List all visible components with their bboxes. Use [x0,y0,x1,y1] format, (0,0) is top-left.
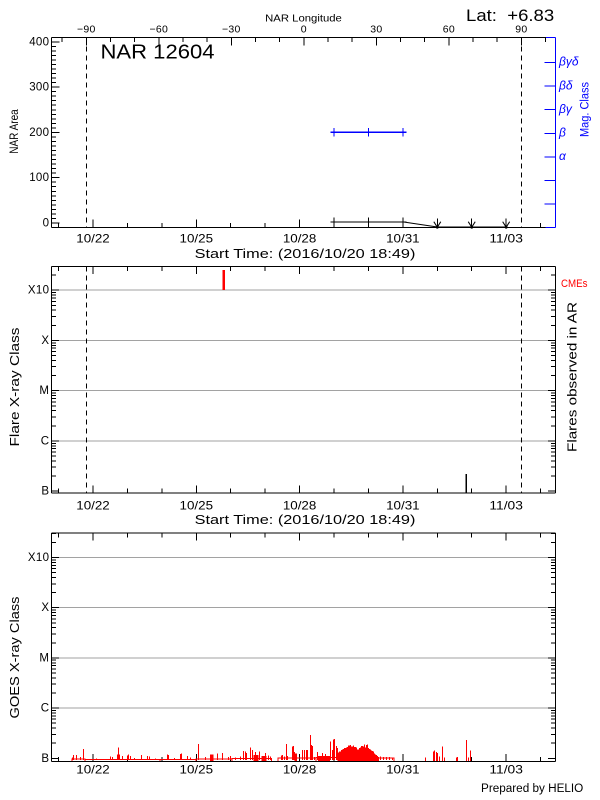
svg-text:NAR Longitude: NAR Longitude [265,13,342,25]
svg-text:X10: X10 [28,552,49,564]
svg-text:10/28: 10/28 [283,763,317,777]
svg-text:Flares observed in AR: Flares observed in AR [566,302,580,452]
svg-text:X: X [41,602,49,614]
svg-text:B: B [41,753,49,765]
svg-text:0: 0 [43,217,50,229]
svg-text:10/25: 10/25 [180,232,214,246]
svg-text:−90: −90 [77,24,96,36]
svg-text:10/22: 10/22 [76,232,110,246]
svg-text:200: 200 [29,127,49,139]
svg-text:10/25: 10/25 [180,763,214,777]
svg-text:Start Time: (2016/10/20 18:49): Start Time: (2016/10/20 18:49) [195,513,416,527]
svg-text:0: 0 [301,24,307,36]
svg-text:X: X [41,335,49,347]
svg-text:NAR 12604: NAR 12604 [101,41,215,63]
svg-text:−60: −60 [149,24,168,36]
svg-text:X10: X10 [28,285,49,297]
svg-text:30: 30 [370,24,382,36]
svg-text:B: B [41,486,49,498]
svg-text:GOES X-ray Class: GOES X-ray Class [7,596,22,719]
svg-text:C: C [41,435,50,447]
svg-text:βγ: βγ [558,102,573,116]
svg-text:NAR Area: NAR Area [7,109,21,154]
svg-text:11/03: 11/03 [489,763,523,777]
svg-text:400: 400 [29,36,49,48]
svg-text:10/25: 10/25 [180,499,214,513]
svg-text:M: M [39,385,49,397]
svg-text:90: 90 [515,24,527,36]
svg-text:10/28: 10/28 [283,499,317,513]
svg-text:Flare X-ray Class: Flare X-ray Class [7,327,22,447]
svg-text:10/22: 10/22 [76,763,110,777]
svg-text:Mag. Class: Mag. Class [580,82,592,137]
svg-text:10/31: 10/31 [386,232,420,246]
svg-text:βγδ: βγδ [558,55,579,69]
svg-text:Prepared by HELIO: Prepared by HELIO [481,783,583,795]
svg-text:10/22: 10/22 [76,499,110,513]
svg-text:CMEs: CMEs [561,278,588,290]
svg-text:11/03: 11/03 [489,499,523,513]
svg-text:β: β [558,126,566,140]
svg-text:10/28: 10/28 [283,232,317,246]
svg-text:Start Time: (2016/10/20 18:49): Start Time: (2016/10/20 18:49) [195,247,416,261]
svg-text:10/31: 10/31 [386,499,420,513]
svg-text:60: 60 [443,24,455,36]
svg-text:C: C [41,703,50,715]
svg-text:100: 100 [29,172,49,184]
svg-text:α: α [559,149,567,163]
svg-text:11/03: 11/03 [489,232,523,246]
svg-text:300: 300 [29,82,49,94]
svg-text:Lat: +6.83: Lat: +6.83 [466,7,554,25]
svg-text:M: M [39,652,49,664]
svg-text:−30: −30 [222,24,241,36]
svg-text:βδ: βδ [558,78,573,92]
svg-text:10/31: 10/31 [386,763,420,777]
